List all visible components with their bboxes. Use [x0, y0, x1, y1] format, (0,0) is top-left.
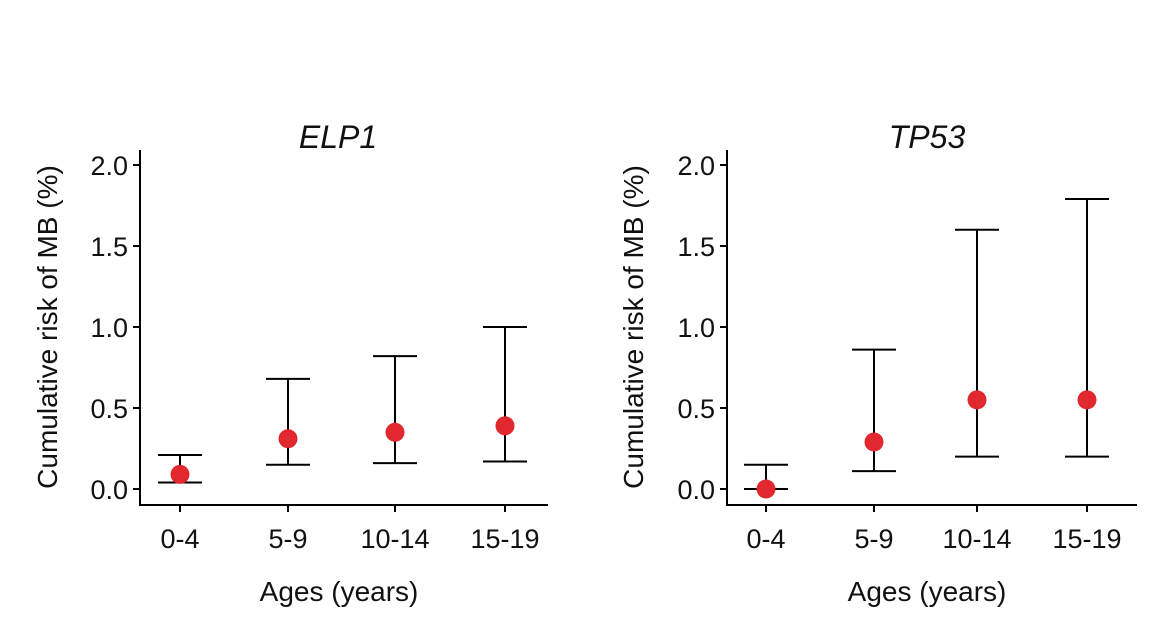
chart-title: TP53: [889, 119, 966, 155]
y-tick-label: 1.0: [677, 313, 715, 343]
data-point: [864, 432, 884, 452]
y-tick-label: 2.0: [90, 151, 128, 181]
x-axis-label: Ages (years): [848, 576, 1007, 607]
x-tick-label: 5-9: [854, 524, 893, 554]
data-point: [385, 422, 405, 442]
marks: 0.0 0.5 1.0 1.5 2.0 0-4 5-9 10-14 15-19: [677, 151, 1121, 554]
panel-elp1: ELP1 Cumulative risk of MB (%) Ages (yea…: [32, 119, 548, 607]
y-tick-label: 1.5: [677, 232, 715, 262]
data-point: [756, 479, 776, 499]
data-point: [1077, 390, 1097, 410]
y-tick-label: 0.0: [677, 475, 715, 505]
x-tick-label: 15-19: [1052, 524, 1121, 554]
x-tick-label: 5-9: [268, 524, 307, 554]
y-tick-label: 2.0: [677, 151, 715, 181]
marks: 0.0 0.5 1.0 1.5 2.0 0-4 5-9 10-14 15-19: [90, 151, 539, 554]
y-axis-label: Cumulative risk of MB (%): [32, 165, 63, 489]
y-tick-label: 1.0: [90, 313, 128, 343]
x-tick-label: 0-4: [160, 524, 199, 554]
chart-title: ELP1: [299, 119, 377, 155]
x-tick-label: 0-4: [746, 524, 785, 554]
data-point: [170, 464, 190, 484]
x-axis-label: Ages (years): [260, 576, 419, 607]
y-tick-label: 0.5: [90, 394, 128, 424]
x-tick-label: 10-14: [360, 524, 429, 554]
y-tick-label: 1.5: [90, 232, 128, 262]
x-tick-label: 15-19: [470, 524, 539, 554]
panel-tp53: TP53 Cumulative risk of MB (%) Ages (yea…: [618, 119, 1137, 607]
y-axis-label: Cumulative risk of MB (%): [618, 165, 649, 489]
data-point: [278, 429, 298, 449]
data-point: [495, 416, 515, 436]
x-tick-label: 10-14: [942, 524, 1011, 554]
y-tick-label: 0.0: [90, 475, 128, 505]
y-tick-label: 0.5: [677, 394, 715, 424]
data-point: [967, 390, 987, 410]
